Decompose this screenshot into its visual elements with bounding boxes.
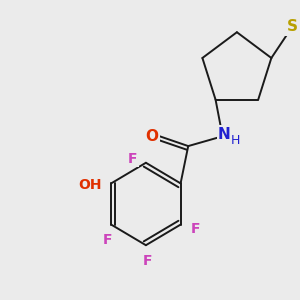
Text: H: H	[231, 134, 241, 147]
Text: O: O	[146, 129, 158, 144]
Text: F: F	[103, 233, 112, 247]
Text: S: S	[287, 19, 298, 34]
Text: OH: OH	[78, 178, 102, 192]
Text: F: F	[143, 254, 152, 268]
Text: F: F	[191, 221, 201, 236]
Text: F: F	[128, 152, 137, 166]
Text: N: N	[218, 127, 231, 142]
